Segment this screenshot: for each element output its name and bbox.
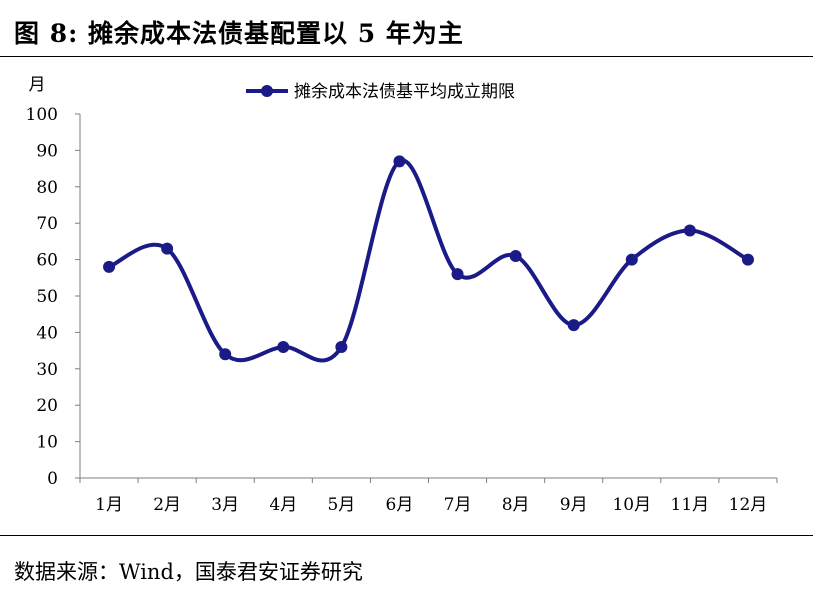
y-tick-label: 30 — [36, 360, 58, 380]
data-point-9 — [567, 319, 580, 332]
x-tick-label: 1月 — [95, 495, 123, 515]
x-tick-label: 8月 — [502, 495, 530, 515]
data-point-12 — [741, 253, 754, 266]
x-tick-label: 7月 — [444, 495, 472, 515]
data-point-8 — [509, 249, 522, 262]
y-tick-label: 10 — [36, 433, 58, 453]
legend: 摊余成本法债基平均成立期限 — [246, 82, 515, 102]
data-source-note: 数据来源：Wind，国泰君安证券研究 — [14, 560, 363, 584]
series-line — [108, 158, 749, 363]
y-tick-label: 40 — [36, 323, 58, 343]
x-tick-label: 12月 — [729, 495, 768, 515]
x-tick-label: 9月 — [560, 495, 588, 515]
data-point-7 — [451, 268, 464, 281]
x-tick-label: 5月 — [327, 495, 355, 515]
legend-label: 摊余成本法债基平均成立期限 — [294, 82, 515, 102]
y-tick-label: 100 — [26, 105, 58, 125]
data-point-4 — [277, 340, 290, 353]
y-axis-unit-label: 月 — [29, 75, 46, 95]
x-tick-label: 4月 — [269, 495, 297, 515]
y-tick-label: 0 — [47, 469, 58, 489]
data-point-6 — [393, 155, 406, 168]
y-tick-label: 70 — [36, 214, 58, 234]
series-layer — [103, 155, 754, 363]
y-tick-label: 60 — [36, 251, 58, 271]
x-tick-label: 3月 — [211, 495, 239, 515]
x-tick-label: 2月 — [153, 495, 181, 515]
data-point-10 — [625, 253, 638, 266]
data-point-3 — [219, 348, 232, 361]
line-chart: 月 摊余成本法债基平均成立期限 0 10 20 30 40 50 60 70 80 90 100 1月… — [26, 75, 778, 515]
x-tick-label: 11月 — [671, 495, 710, 515]
y-tick-label: 20 — [36, 396, 58, 416]
legend-swatch-marker — [261, 85, 273, 97]
figure-title: 图 8: 摊余成本法债基配置以 5 年为主 — [14, 19, 464, 48]
data-point-11 — [683, 224, 696, 237]
data-point-5 — [335, 340, 348, 353]
x-tick-label: 10月 — [612, 495, 651, 515]
axes: 0 10 20 30 40 50 60 70 80 90 100 1月 2月 3月 4月 5月 6月 7月 8月 9月… — [26, 105, 778, 515]
y-tick-label: 90 — [36, 141, 58, 161]
y-tick-label: 80 — [36, 178, 58, 198]
top-rule — [0, 56, 813, 57]
x-tick-label: 6月 — [386, 495, 414, 515]
data-point-2 — [161, 242, 174, 255]
y-tick-label: 50 — [36, 287, 58, 307]
data-point-1 — [103, 260, 116, 273]
bottom-rule — [0, 535, 813, 536]
